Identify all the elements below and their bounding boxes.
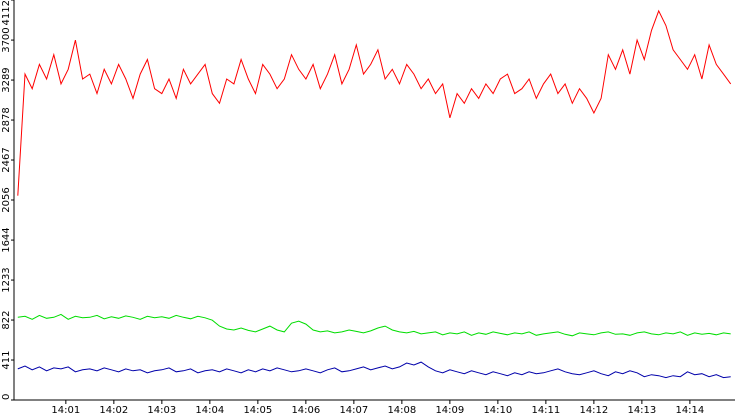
y-tick-label: 2056 bbox=[1, 187, 12, 212]
x-tick-label: 14:13 bbox=[627, 405, 656, 415]
y-tick-label: 2878 bbox=[1, 107, 12, 132]
x-tick-label: 14:12 bbox=[579, 405, 608, 415]
x-tick-label: 14:02 bbox=[99, 405, 128, 415]
series-line bbox=[17, 313, 731, 337]
x-tick-label: 14:10 bbox=[483, 405, 512, 415]
x-tick-label: 14:01 bbox=[51, 405, 80, 415]
series-line bbox=[17, 361, 731, 379]
y-tick-label: 0 bbox=[1, 394, 12, 400]
x-tick-label: 14:06 bbox=[291, 405, 320, 415]
y-tick-label: 3700 bbox=[1, 27, 12, 52]
x-tick-label: 14:09 bbox=[435, 405, 464, 415]
y-tick-label: 3289 bbox=[1, 67, 12, 92]
y-tick-label: 1233 bbox=[1, 267, 12, 292]
y-tick-label: 2467 bbox=[1, 147, 12, 172]
x-tick-label: 14:07 bbox=[339, 405, 368, 415]
x-tick-label: 14:14 bbox=[675, 405, 704, 415]
series-line bbox=[17, 9, 732, 196]
y-tick-label: 1644 bbox=[1, 227, 12, 252]
y-tick-label: 4112 bbox=[1, 0, 12, 25]
y-tick-label: 411 bbox=[1, 350, 12, 369]
x-tick-label: 14:08 bbox=[387, 405, 416, 415]
x-tick-label: 14:11 bbox=[531, 405, 560, 415]
x-tick-label: 14:05 bbox=[243, 405, 272, 415]
x-tick-label: 14:03 bbox=[147, 405, 176, 415]
y-tick-label: 822 bbox=[1, 310, 12, 329]
x-tick-label: 14:04 bbox=[195, 405, 224, 415]
